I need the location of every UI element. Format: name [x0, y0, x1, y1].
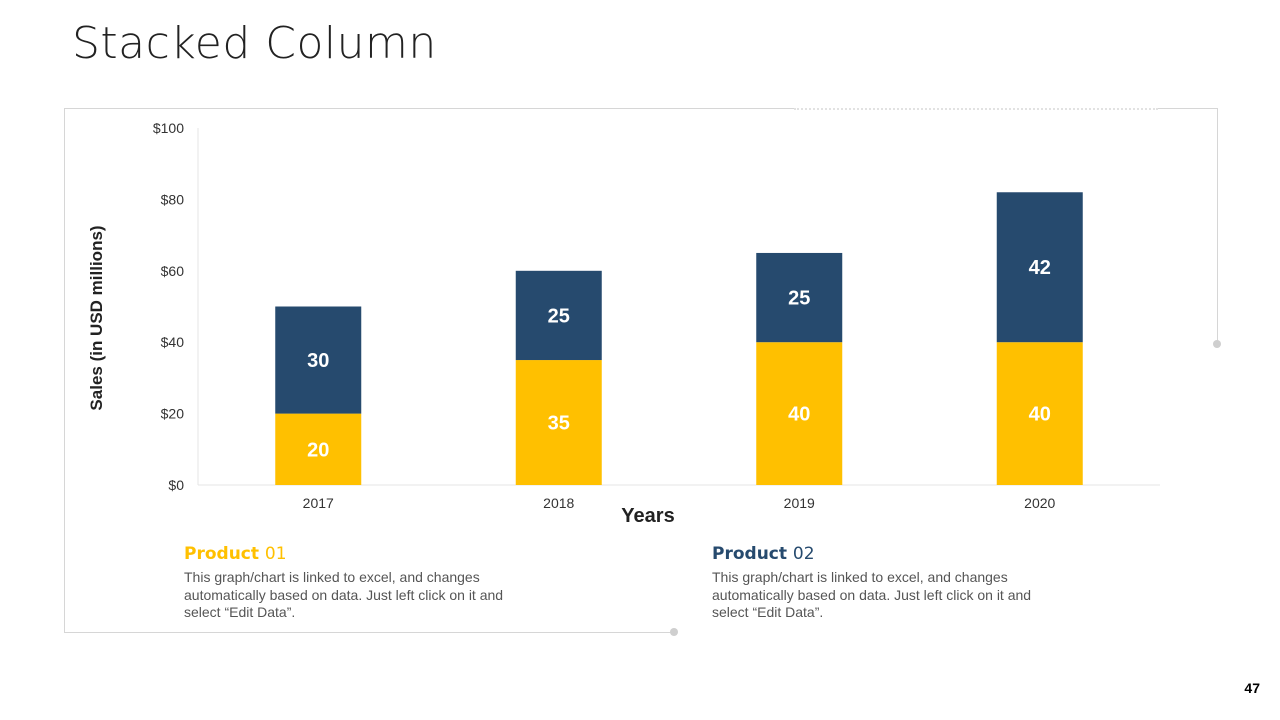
y-tick-label: $60 — [161, 263, 185, 279]
data-label: 35 — [548, 413, 570, 435]
product-02-number: 02 — [792, 544, 815, 564]
y-tick-label: $100 — [153, 120, 184, 136]
y-tick-label: $20 — [161, 406, 185, 422]
bar-product-01 — [996, 342, 1083, 485]
bar-product-01 — [515, 360, 602, 485]
bar-product-02 — [756, 252, 843, 343]
bar-product-01 — [756, 342, 843, 485]
y-tick-label: $80 — [161, 191, 185, 207]
data-label: 20 — [307, 439, 329, 461]
product-01-description: Product 01 This graph/chart is linked to… — [184, 544, 514, 622]
bar-product-02 — [996, 192, 1083, 343]
x-tick-label: 2019 — [784, 495, 815, 511]
x-tick-label: 2020 — [1024, 495, 1055, 511]
bar-product-02 — [275, 306, 362, 414]
x-tick-label: 2018 — [543, 495, 574, 511]
frame-dot-right — [1213, 340, 1221, 348]
bar-product-02 — [515, 270, 602, 361]
data-label: 30 — [307, 350, 329, 372]
product-02-title: Product 02 — [712, 544, 1042, 564]
data-label: 25 — [548, 305, 570, 327]
bar-product-01 — [275, 413, 362, 485]
data-label: 42 — [1029, 257, 1051, 279]
frame-line-top — [64, 108, 794, 109]
frame-line-top-right — [1158, 108, 1218, 109]
data-label: 25 — [788, 288, 810, 310]
frame-line-bottom — [64, 632, 674, 633]
frame-line-right — [1217, 108, 1218, 344]
x-axis-title: Years — [621, 505, 674, 527]
product-01-number: 01 — [264, 544, 287, 564]
y-tick-label: $40 — [161, 334, 185, 350]
frame-line-left — [64, 108, 65, 632]
frame-line-top-dotted — [794, 108, 1158, 110]
product-01-title: Product 01 — [184, 544, 514, 564]
page-number: 47 — [1244, 680, 1260, 696]
y-axis-title: Sales (in USD millions) — [87, 225, 106, 410]
data-label: 40 — [1029, 404, 1051, 426]
product-02-description: Product 02 This graph/chart is linked to… — [712, 544, 1042, 622]
product-01-text: This graph/chart is linked to excel, and… — [184, 569, 504, 620]
product-02-title-text: Product — [712, 544, 787, 564]
product-02-text: This graph/chart is linked to excel, and… — [712, 569, 1032, 620]
slide-title: Stacked Column — [72, 18, 437, 69]
y-tick-label: $0 — [168, 477, 184, 493]
product-01-title-text: Product — [184, 544, 259, 564]
frame-dot-bottom — [670, 628, 678, 636]
x-tick-label: 2017 — [303, 495, 334, 511]
data-label: 40 — [788, 404, 810, 426]
